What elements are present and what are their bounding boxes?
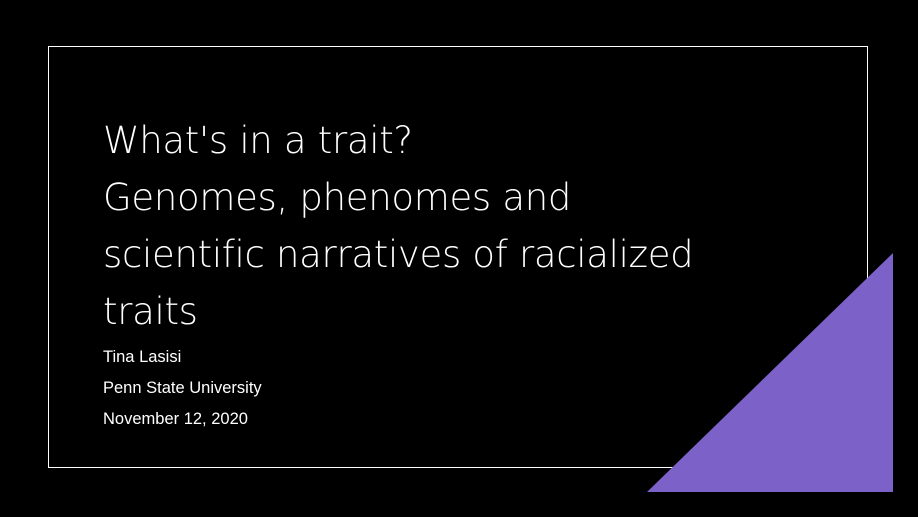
author-name: Tina Lasisi (103, 348, 182, 366)
title-line: What's in a trait? (103, 119, 413, 162)
accent-triangle-shape (647, 253, 893, 492)
title-line: Genomes, phenomes and (103, 176, 572, 219)
title-line: scientific narratives of racialized (103, 233, 694, 276)
institution-name: Penn State University (103, 379, 262, 397)
slide-title: What's in a trait? Genomes, phenomes and… (103, 112, 823, 340)
slide-frame-border (48, 46, 868, 468)
slide-subtitle: Tina Lasisi Penn State University Novemb… (103, 342, 262, 435)
presentation-date: November 12, 2020 (103, 410, 248, 428)
title-line: traits (103, 290, 198, 333)
